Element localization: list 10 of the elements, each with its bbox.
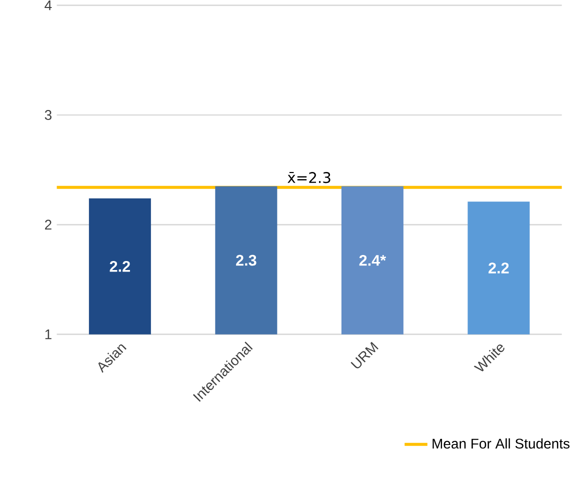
data-label: 2.3 <box>236 254 256 266</box>
y-tick-label: 2 <box>45 220 52 230</box>
y-tick-label: 4 <box>44 0 52 10</box>
y-tick-label: 1 <box>45 330 52 340</box>
legend-label: Mean For All Students <box>432 438 570 449</box>
y-tick-label: 3 <box>44 110 52 120</box>
annotation: x̄=2.3 <box>288 172 330 184</box>
data-label: 2.2 <box>488 262 509 274</box>
data-label: 2.2 <box>110 260 130 272</box>
data-label: 2.4* <box>359 254 386 266</box>
